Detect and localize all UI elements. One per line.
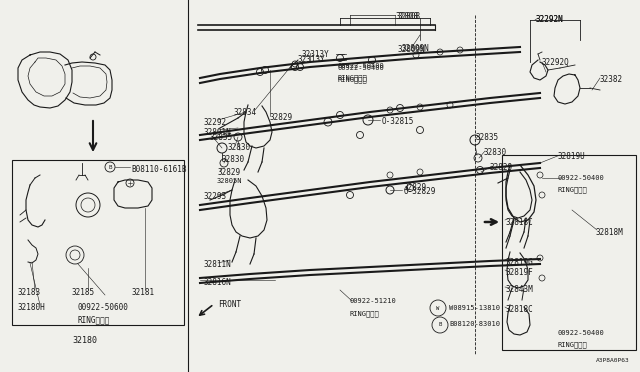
Text: RINGリング: RINGリング (350, 310, 380, 317)
Text: 32313Y: 32313Y (298, 55, 326, 64)
Text: 32818M: 32818M (595, 228, 623, 237)
Text: RINGリング: RINGリング (338, 76, 368, 83)
Text: O-32815: O-32815 (382, 117, 414, 126)
Text: 32292N: 32292N (535, 15, 563, 24)
Text: 32818C: 32818C (505, 305, 532, 314)
Text: 32816N: 32816N (204, 278, 232, 287)
Text: 00922-51210: 00922-51210 (350, 298, 397, 304)
Text: W: W (436, 305, 440, 311)
Text: 32830: 32830 (222, 155, 245, 164)
Text: 32835: 32835 (209, 133, 232, 142)
Text: 32805N: 32805N (217, 178, 243, 184)
Text: B08110-6161B: B08110-6161B (131, 165, 186, 174)
Text: 00922-50400: 00922-50400 (338, 65, 385, 71)
Text: 32313Y: 32313Y (302, 50, 330, 59)
Text: RINGリング: RINGリング (78, 315, 110, 324)
Bar (502, 155, 636, 350)
Text: B08120-83010: B08120-83010 (449, 321, 500, 327)
Text: 00922-50400: 00922-50400 (338, 63, 385, 69)
Text: 32180: 32180 (72, 336, 97, 345)
Text: B: B (108, 164, 112, 170)
Text: 32829: 32829 (404, 183, 427, 192)
Text: 32808: 32808 (395, 12, 418, 21)
Text: 32801N: 32801N (204, 128, 232, 137)
Text: 32829: 32829 (270, 113, 293, 122)
Text: 32292: 32292 (204, 118, 227, 127)
Text: W08915-13810: W08915-13810 (449, 305, 500, 311)
Text: 32843M: 32843M (505, 285, 532, 294)
Text: 32293: 32293 (204, 192, 227, 201)
Text: B: B (438, 323, 442, 327)
Bar (12, 160, 184, 325)
Text: 32819G: 32819G (505, 258, 532, 267)
Text: 00922-50400: 00922-50400 (558, 175, 605, 181)
Text: 32830: 32830 (483, 148, 506, 157)
Text: 32811N: 32811N (204, 260, 232, 269)
Text: A3P8A0P63: A3P8A0P63 (596, 358, 630, 363)
Text: 32819U: 32819U (558, 152, 586, 161)
Text: 32180H: 32180H (18, 303, 45, 312)
Text: FRONT: FRONT (218, 300, 241, 309)
Text: 00922-50600: 00922-50600 (78, 303, 129, 312)
Text: RINGリング: RINGリング (558, 341, 588, 347)
Text: 32829: 32829 (490, 163, 513, 172)
Text: RINGリング: RINGリング (558, 186, 588, 193)
Text: 32809N: 32809N (402, 44, 429, 53)
Text: 32292N: 32292N (536, 15, 564, 24)
Text: O-32829: O-32829 (404, 187, 436, 196)
Text: 32808: 32808 (397, 12, 420, 21)
Text: 00922-50400: 00922-50400 (558, 330, 605, 336)
Text: RINGリング: RINGリング (338, 74, 368, 81)
Text: 32183: 32183 (18, 288, 41, 297)
Text: 32292Q: 32292Q (541, 58, 569, 67)
Text: 32819F: 32819F (505, 268, 532, 277)
Text: 32835: 32835 (476, 133, 499, 142)
Text: 32185: 32185 (72, 288, 95, 297)
Text: 32382: 32382 (600, 75, 623, 84)
Text: 32834: 32834 (234, 108, 257, 117)
Text: 32818C: 32818C (505, 218, 532, 227)
Text: 32181: 32181 (132, 288, 155, 297)
Text: 32830: 32830 (228, 143, 251, 152)
Text: 32809N: 32809N (398, 45, 426, 54)
Text: 32829: 32829 (217, 168, 240, 177)
